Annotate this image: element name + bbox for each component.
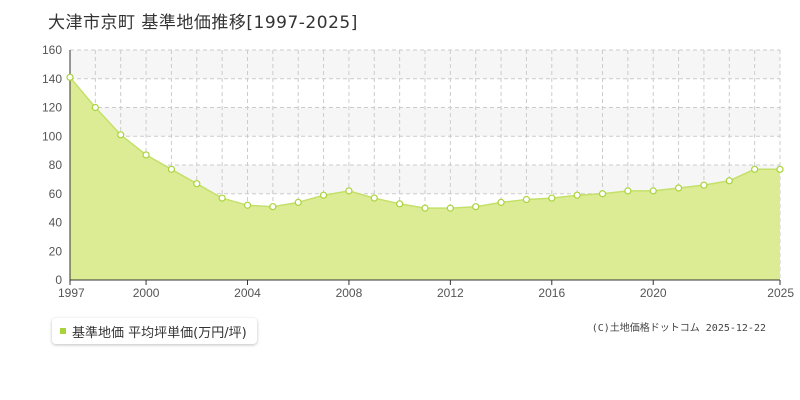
legend-label: 基準地価 平均坪単価(万円/坪) — [72, 325, 247, 341]
y-tick-label: 120 — [42, 101, 62, 115]
data-point — [269, 203, 277, 211]
x-tick-label: 2025 — [767, 286, 794, 300]
x-tick-labels: 1997 2000 2004 2008 2012 2016 2020 2025 — [58, 286, 794, 300]
data-point — [649, 187, 657, 195]
data-point — [446, 204, 454, 212]
data-point — [396, 200, 404, 208]
data-point — [751, 165, 759, 173]
x-tick-label: 2008 — [336, 286, 363, 300]
x-tick-label: 2004 — [234, 286, 261, 300]
legend-marker — [60, 328, 66, 334]
data-point — [243, 201, 252, 209]
copyright-text: (C)土地価格ドットコム 2025-12-22 — [591, 323, 766, 334]
data-point — [573, 191, 581, 199]
data-point — [294, 198, 302, 206]
data-point — [776, 165, 784, 173]
y-tick-label: 40 — [49, 216, 63, 230]
data-point — [117, 131, 125, 139]
data-point — [472, 203, 480, 211]
x-tick-label: 2000 — [133, 286, 160, 300]
data-point — [674, 184, 683, 192]
data-point — [142, 151, 150, 159]
data-point — [66, 73, 74, 81]
data-point — [218, 194, 226, 202]
data-point — [548, 194, 556, 202]
data-point — [725, 177, 733, 185]
y-tick-label: 80 — [49, 158, 63, 172]
x-tick-label: 1997 — [58, 286, 85, 300]
axes — [69, 50, 781, 285]
y-tick-label: 20 — [49, 244, 63, 258]
data-point — [700, 181, 708, 189]
chart-title: 大津市京町 基準地価推移[1997-2025] — [48, 13, 358, 33]
data-point — [193, 180, 201, 188]
x-tick-label: 2016 — [538, 286, 565, 300]
data-point — [497, 198, 505, 206]
y-tick-label: 160 — [42, 43, 62, 57]
x-tick-label: 2020 — [640, 286, 667, 300]
data-point — [522, 195, 531, 204]
y-tick-label: 0 — [55, 273, 62, 287]
data-point — [167, 165, 176, 173]
data-point — [421, 204, 429, 212]
data-point — [91, 103, 99, 112]
data-point — [598, 190, 607, 198]
y-tick-labels: 0 20 40 60 80 100 120 140 160 — [42, 43, 62, 287]
data-point — [345, 187, 353, 195]
series-area — [70, 77, 780, 280]
data-point — [370, 194, 378, 202]
data-points — [66, 73, 784, 212]
legend: 基準地価 平均坪単価(万円/坪) — [52, 318, 257, 344]
y-tick-label: 140 — [42, 72, 62, 86]
x-tick-label: 2012 — [437, 286, 464, 300]
data-point — [624, 187, 632, 195]
data-point — [319, 191, 328, 199]
y-tick-label: 60 — [49, 187, 63, 201]
y-tick-label: 100 — [42, 129, 62, 143]
